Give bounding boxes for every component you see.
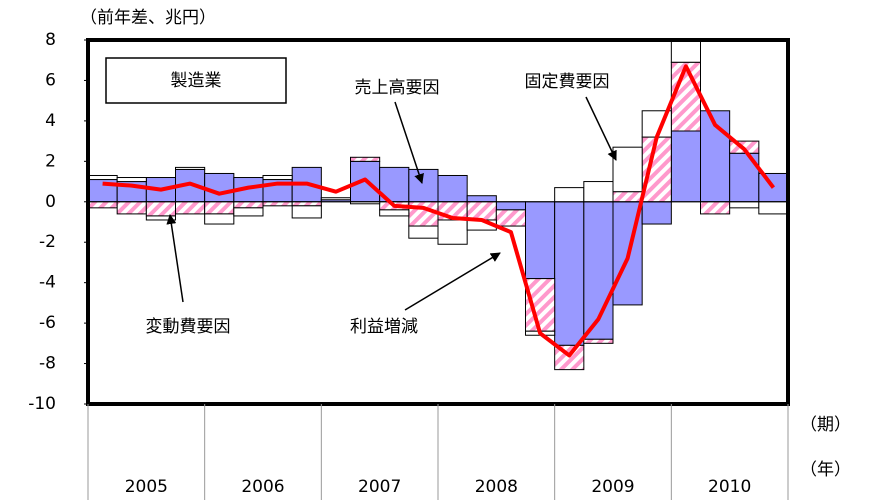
profit-line xyxy=(102,64,776,358)
year-label: 2006 xyxy=(241,477,284,497)
bar xyxy=(758,201,789,215)
annotation: 固定費要因 xyxy=(525,72,610,92)
y-tick-label: -2 xyxy=(39,232,56,252)
bar xyxy=(291,205,322,219)
bar xyxy=(495,201,527,211)
bar xyxy=(175,166,206,170)
bar xyxy=(408,168,439,203)
annotation-arrow xyxy=(404,252,501,311)
bar xyxy=(612,146,643,193)
bar xyxy=(262,201,293,207)
bar xyxy=(554,187,585,203)
annotation-arrow xyxy=(585,96,617,161)
bar xyxy=(204,213,235,225)
bar xyxy=(670,130,701,203)
bar xyxy=(145,201,176,217)
bar xyxy=(116,201,147,215)
x-axis-period-label: （期） xyxy=(800,415,851,435)
bar xyxy=(262,174,293,181)
bar xyxy=(87,201,118,209)
annotation-arrow xyxy=(166,214,184,303)
bar xyxy=(729,201,760,209)
bar xyxy=(379,209,410,217)
bar xyxy=(525,201,556,280)
bar xyxy=(583,338,614,344)
bar xyxy=(612,191,643,203)
y-tick-label: -4 xyxy=(39,273,56,293)
bar xyxy=(233,201,264,209)
y-tick-label: 6 xyxy=(45,70,56,90)
y-tick-label: 4 xyxy=(45,111,56,131)
bar xyxy=(670,61,701,132)
annotation: 利益増減 xyxy=(350,317,418,337)
bar xyxy=(233,207,264,217)
y-tick-label: -6 xyxy=(39,313,56,333)
bar xyxy=(320,197,352,201)
annotation: 変動費要因 xyxy=(146,317,231,337)
title-box xyxy=(105,57,287,104)
x-axis-year-label: （年） xyxy=(800,460,851,480)
bar xyxy=(437,219,468,245)
bar xyxy=(116,177,147,183)
bar xyxy=(408,225,439,239)
y-tick-label: -8 xyxy=(39,354,56,374)
bar xyxy=(175,201,206,215)
bar xyxy=(204,201,235,215)
year-label: 2009 xyxy=(591,477,634,497)
y-tick-label: -10 xyxy=(28,394,56,414)
bar xyxy=(641,201,672,225)
year-label: 2005 xyxy=(125,477,168,497)
bar xyxy=(670,39,701,63)
bar xyxy=(554,201,585,346)
bar xyxy=(700,201,731,215)
bar xyxy=(466,201,497,221)
y-tick-label: 0 xyxy=(45,192,56,212)
bar xyxy=(87,174,118,181)
year-label: 2007 xyxy=(358,477,401,497)
annotation-arrow xyxy=(394,101,424,184)
y-tick-label: 2 xyxy=(45,151,56,171)
bar xyxy=(583,181,614,203)
bar xyxy=(437,174,468,203)
y-tick-label: 8 xyxy=(45,30,56,50)
annotation: 売上高要因 xyxy=(355,78,440,98)
bar xyxy=(641,136,672,203)
year-label: 2008 xyxy=(475,477,518,497)
bar xyxy=(350,156,381,162)
chart-title: 製造業 xyxy=(171,71,222,91)
bar xyxy=(291,201,322,207)
y-axis-label: （前年差、兆円） xyxy=(80,8,216,28)
bar xyxy=(204,172,235,203)
bar xyxy=(466,195,497,203)
bar xyxy=(495,209,527,227)
year-label: 2010 xyxy=(708,477,751,497)
